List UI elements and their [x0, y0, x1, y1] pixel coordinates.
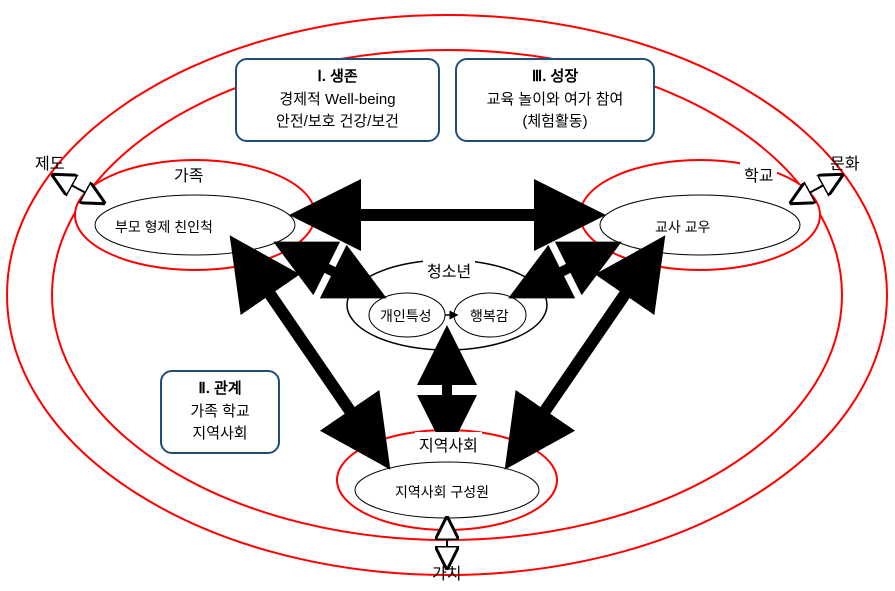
youth-label: 청소년	[423, 258, 475, 282]
box-growth-title: Ⅲ. 성장	[467, 66, 643, 89]
box-survival-line1: 경제적 Well-being	[247, 89, 428, 112]
box-relation-line1: 가족 학교	[172, 401, 268, 424]
box-survival-title: Ⅰ. 생존	[247, 66, 428, 89]
box-relation-title: Ⅱ. 관계	[172, 378, 268, 401]
school-node-outer	[580, 160, 820, 270]
box-relation: Ⅱ. 관계 가족 학교 지역사회	[160, 370, 280, 454]
box-growth: Ⅲ. 성장 교육 놀이와 여가 참여 (체험활동)	[455, 58, 655, 142]
school-label: 학교	[740, 162, 777, 186]
label-culture: 문화	[830, 150, 859, 174]
label-institution: 제도	[35, 150, 64, 174]
box-survival: Ⅰ. 생존 경제적 Well-being 안전/보호 건강/보건	[235, 58, 440, 142]
family-items: 부모 형제 친인척	[115, 217, 213, 237]
arrow-youth-school	[535, 255, 595, 285]
youth-sub1: 개인특성	[380, 306, 432, 326]
diagram-svg	[0, 0, 895, 591]
box-growth-line1: 교육 놀이와 여가 참여	[467, 89, 643, 112]
family-label: 가족	[170, 162, 207, 186]
community-items: 지역사회 구성원	[395, 482, 489, 502]
box-growth-line2: (체험활동)	[467, 111, 643, 134]
diagram-root: Ⅰ. 생존 경제적 Well-being 안전/보호 건강/보건 Ⅲ. 성장 교…	[0, 0, 895, 591]
community-label: 지역사회	[415, 432, 482, 456]
label-value: 가치	[432, 560, 461, 584]
school-items: 교사 교우	[655, 217, 710, 237]
box-survival-line2: 안전/보호 건강/보건	[247, 111, 428, 134]
youth-sub2: 행복감	[470, 306, 509, 326]
box-relation-line2: 지역사회	[172, 423, 268, 446]
arrow-youth-family	[300, 255, 360, 285]
